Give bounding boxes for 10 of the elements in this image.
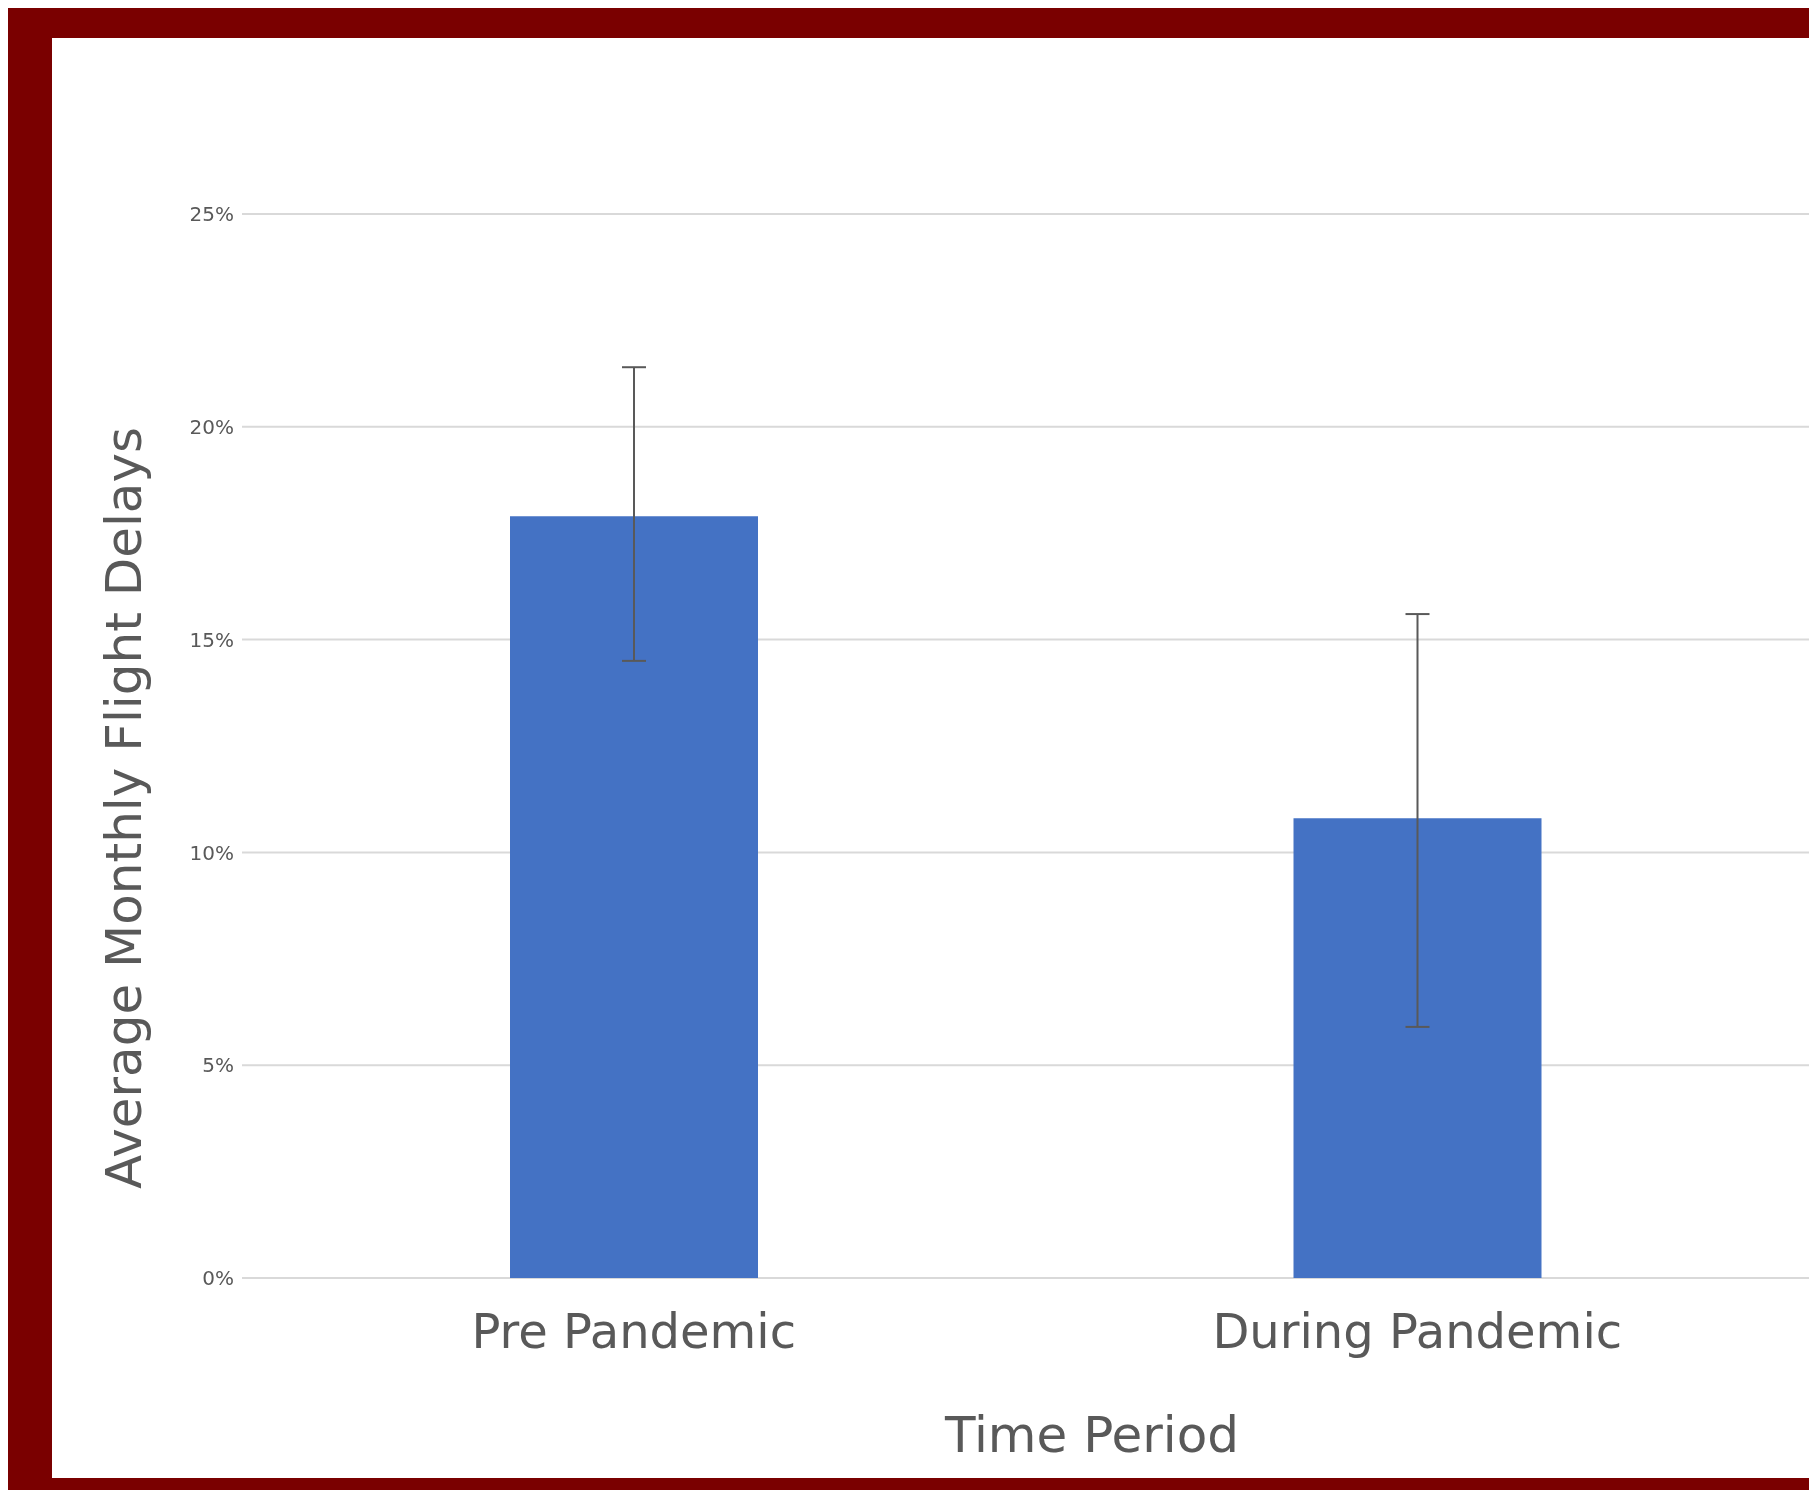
- y-tick-label: 20%: [189, 414, 234, 439]
- x-axis-title: Time Period: [944, 1406, 1240, 1464]
- x-tick-label: Pre Pandemic: [471, 1303, 797, 1360]
- y-tick-label: 10%: [189, 840, 234, 865]
- y-tick-label: 15%: [189, 627, 234, 652]
- y-tick-label: 0%: [202, 1266, 234, 1291]
- x-tick-label: During Pandemic: [1212, 1303, 1623, 1360]
- y-tick-label: 5%: [202, 1053, 234, 1078]
- y-axis-title: Average Monthly Flight Delays: [95, 426, 153, 1190]
- y-tick-label: 25%: [189, 202, 234, 227]
